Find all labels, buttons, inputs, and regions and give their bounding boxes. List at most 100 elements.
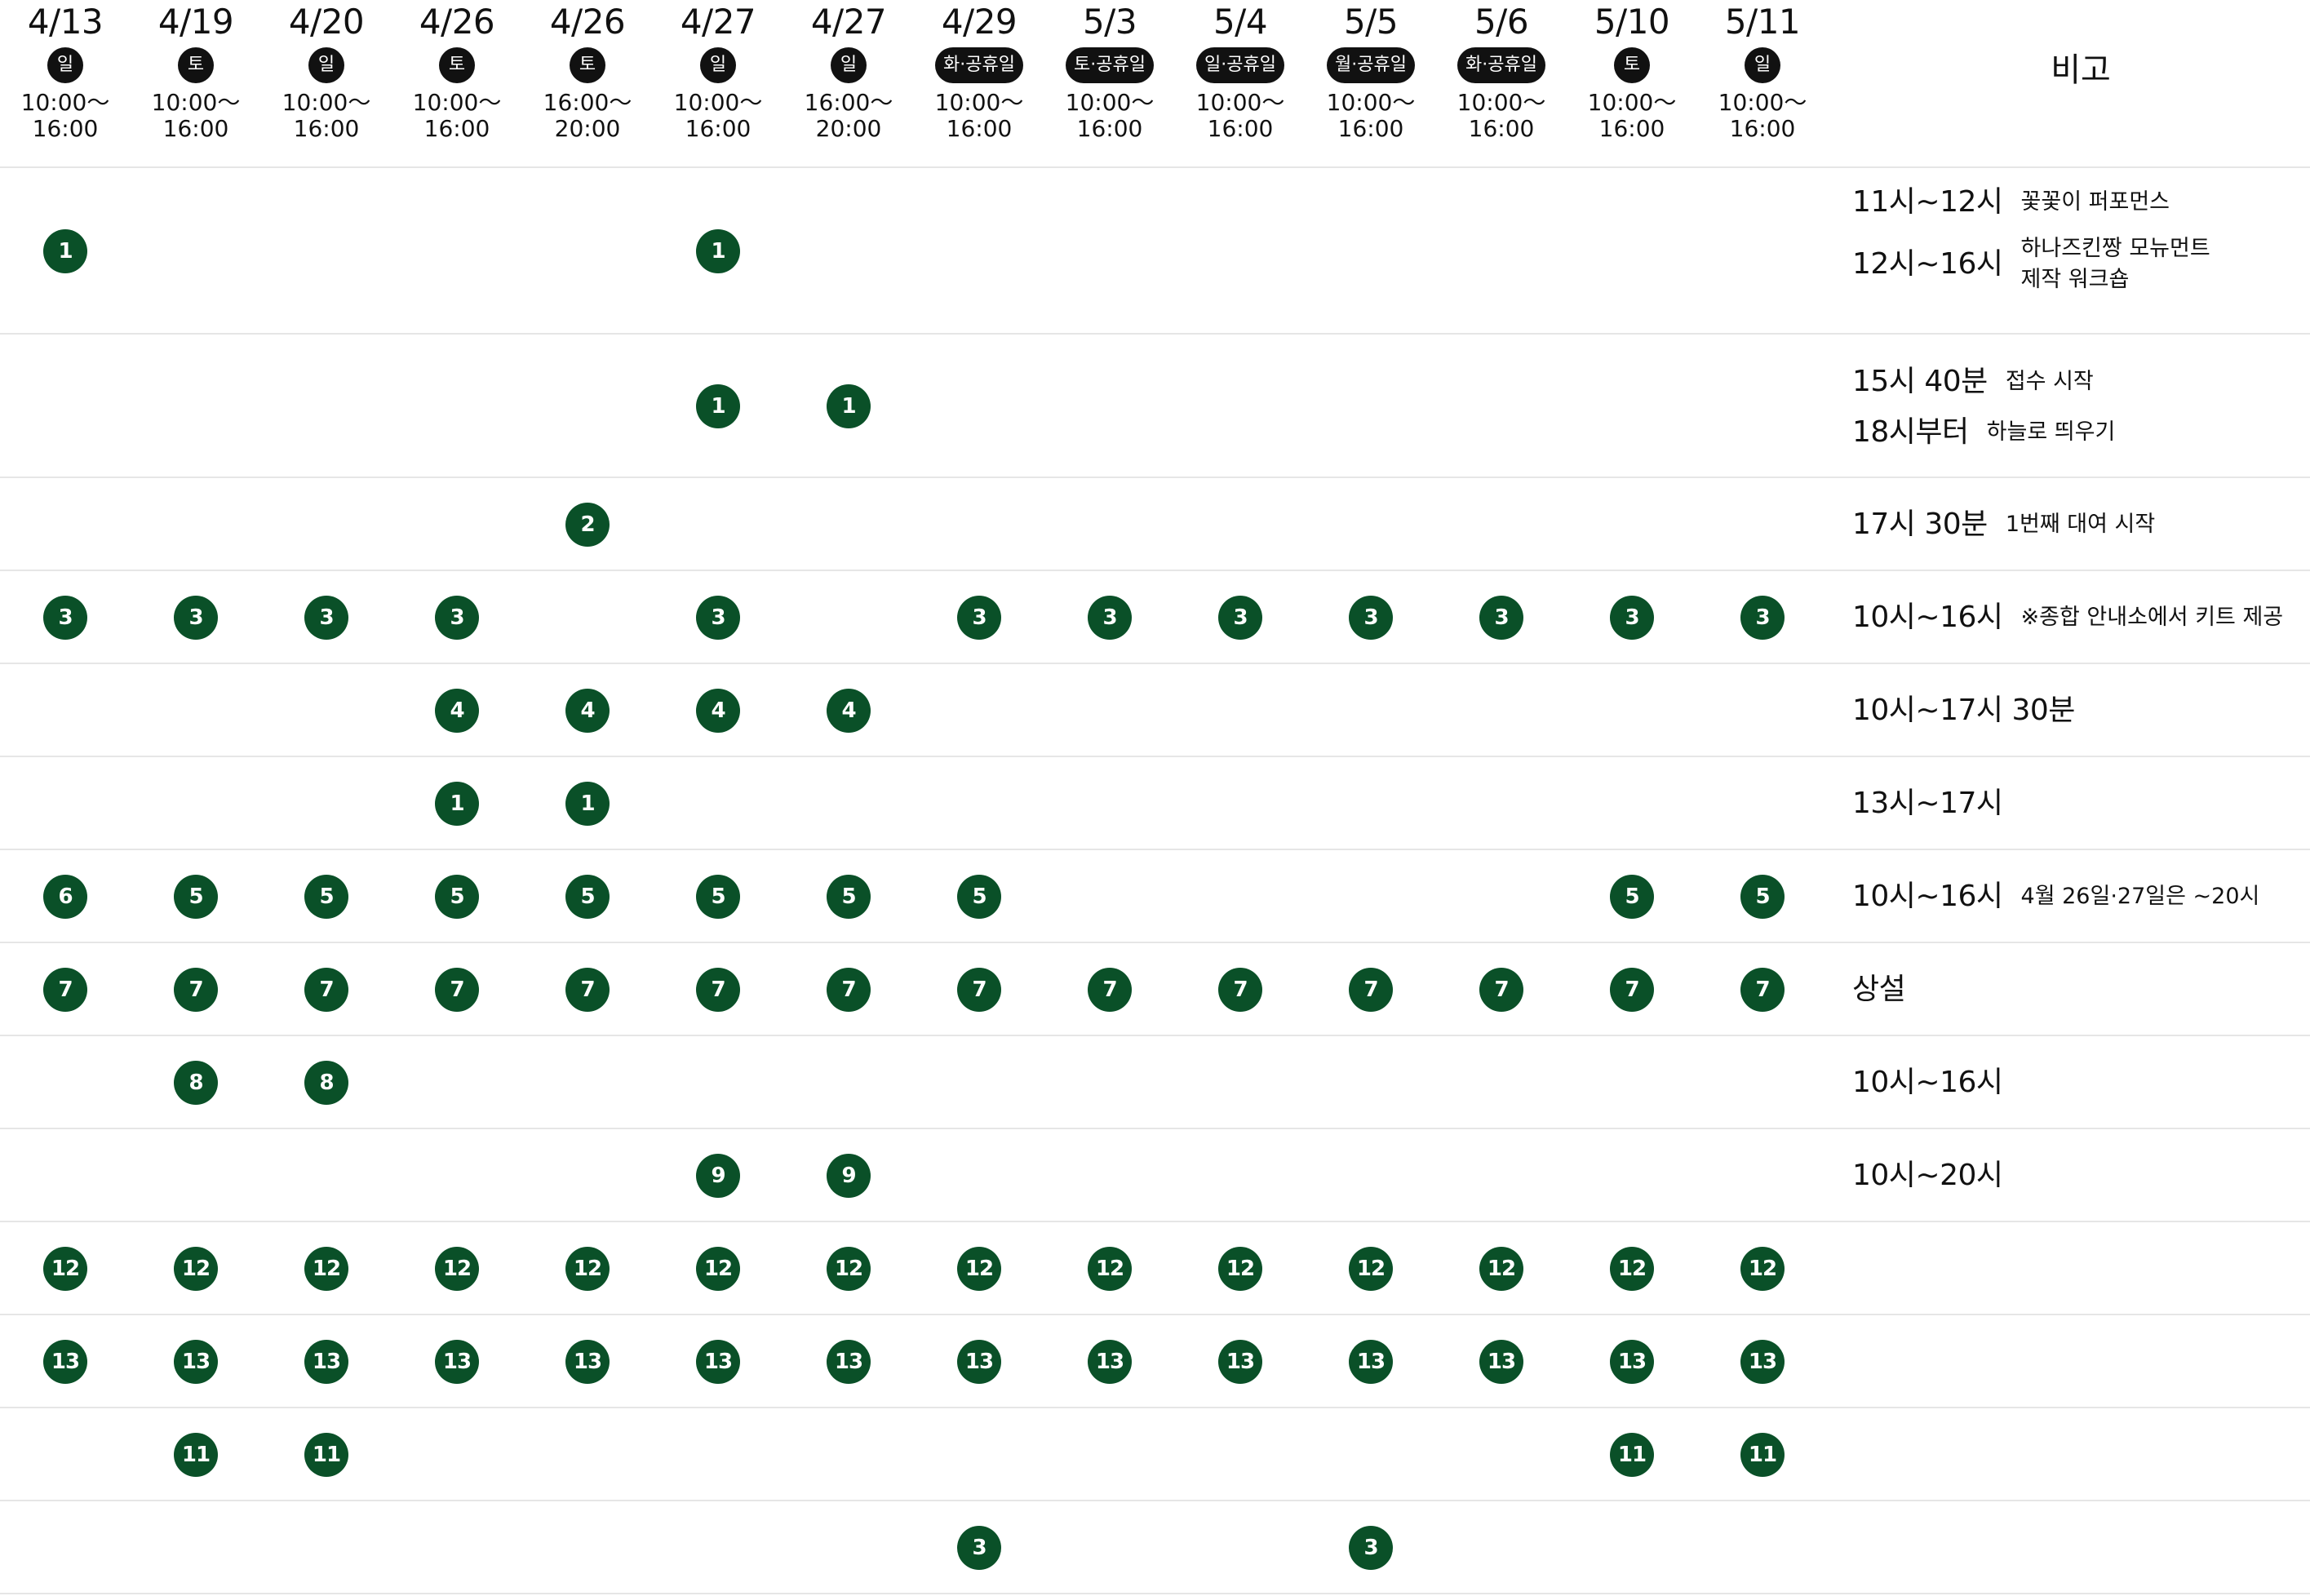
time-range: 10:00〜 16:00 — [935, 90, 1024, 142]
time-start: 10:00〜 — [151, 89, 241, 116]
day-of-week-badge: 토 — [178, 47, 214, 83]
time-start: 10:00〜 — [20, 89, 110, 116]
program-number-marker: 7 — [1610, 968, 1654, 1012]
note-description: 접수 시작 — [2006, 366, 2094, 397]
program-number-marker: 3 — [1088, 596, 1132, 640]
date-column: 4/26 토 10:00〜 16:00 — [396, 0, 518, 142]
day-of-week-badge: 일 — [831, 47, 867, 83]
time-range: 10:00〜 16:00 — [152, 90, 241, 142]
date-column: 5/3 토·공휴일 10:00〜 16:00 — [1049, 0, 1171, 142]
schedule-row: 13 13 13 13 13 13 13 13 13 13 13 13 13 13 — [0, 1315, 2310, 1408]
program-number-marker: 11 — [174, 1433, 218, 1477]
note-line: 17시 30분 1번째 대여 시작 — [1852, 507, 2155, 543]
date-column: 5/5 월·공휴일 10:00〜 16:00 — [1310, 0, 1432, 142]
note-line: 10시~16시 4월 26일·27일은 ~20시 — [1852, 879, 2259, 915]
program-number-marker: 7 — [565, 968, 610, 1012]
date-label: 4/29 — [941, 2, 1018, 42]
time-range: 10:00〜 16:00 — [1588, 90, 1677, 142]
date-column: 5/4 일·공휴일 10:00〜 16:00 — [1179, 0, 1301, 142]
program-number-marker: 13 — [304, 1340, 348, 1384]
note-time: 10시~20시 — [1852, 1159, 2003, 1192]
time-range: 10:00〜 16:00 — [1718, 90, 1807, 142]
date-label: 4/26 — [419, 2, 495, 42]
program-number-marker: 12 — [174, 1247, 218, 1291]
note-description-line: 꽃꽃이 퍼포먼스 — [2020, 189, 2170, 215]
program-number-marker: 5 — [957, 875, 1001, 919]
program-number-marker: 3 — [957, 596, 1001, 640]
time-end: 16:00 — [685, 115, 752, 142]
note-description-line: 제작 워크숍 — [2020, 267, 2130, 292]
program-number-marker: 7 — [304, 968, 348, 1012]
day-of-week-badge: 일 — [308, 47, 344, 83]
program-number-marker: 1 — [565, 782, 610, 826]
program-number-marker: 13 — [1479, 1340, 1523, 1384]
program-number-marker: 3 — [1479, 596, 1523, 640]
time-end: 16:00 — [32, 115, 99, 142]
program-number-marker: 13 — [1740, 1340, 1785, 1384]
note-time: 13시~17시 — [1852, 787, 2003, 820]
program-number-marker: 12 — [827, 1247, 871, 1291]
note-description-line: 하나즈킨짱 모뉴먼트 — [2020, 236, 2210, 261]
program-number-marker: 4 — [565, 689, 610, 733]
program-number-marker: 3 — [174, 596, 218, 640]
program-number-marker: 6 — [43, 875, 87, 919]
date-label: 4/26 — [549, 2, 626, 42]
schedule-header: 비고 4/13 일 10:00〜 16:00 4/19 토 10:00〜 16:00 4/20 일… — [0, 0, 2310, 168]
date-label: 4/19 — [157, 2, 234, 42]
note-line: 18시부터 하늘로 띄우기 — [1852, 415, 2115, 450]
note-description: 하늘로 띄우기 — [1987, 417, 2116, 448]
schedule-row: 8 8 10시~16시 — [0, 1036, 2310, 1129]
note-time: 10시~16시 — [1852, 601, 2003, 634]
program-number-marker: 13 — [827, 1340, 871, 1384]
program-number-marker: 12 — [696, 1247, 740, 1291]
program-number-marker: 8 — [304, 1061, 348, 1105]
program-number-marker: 7 — [696, 968, 740, 1012]
note-line: 15시 40분 접수 시작 — [1852, 364, 2094, 400]
program-number-marker: 9 — [696, 1154, 740, 1198]
program-number-marker: 3 — [1349, 1526, 1393, 1570]
date-column: 4/29 화·공휴일 10:00〜 16:00 — [918, 0, 1040, 142]
program-number-marker: 13 — [43, 1340, 87, 1384]
program-number-marker: 1 — [696, 384, 740, 428]
day-of-week-badge: 토 — [570, 47, 605, 83]
note-line: 10시~16시 ※종합 안내소에서 키트 제공 — [1852, 600, 2283, 636]
program-number-marker: 13 — [696, 1340, 740, 1384]
program-number-marker: 7 — [1479, 968, 1523, 1012]
program-number-marker: 13 — [565, 1340, 610, 1384]
time-end: 16:00 — [162, 115, 229, 142]
program-number-marker: 12 — [1088, 1247, 1132, 1291]
program-number-marker: 5 — [1610, 875, 1654, 919]
note-time: 상설 — [1852, 973, 1906, 1006]
program-number-marker: 12 — [1740, 1247, 1785, 1291]
time-start: 10:00〜 — [282, 89, 371, 116]
day-of-week-badge: 토·공휴일 — [1066, 47, 1154, 83]
program-number-marker: 5 — [827, 875, 871, 919]
date-label: 4/27 — [810, 2, 887, 42]
note-description: 1번째 대여 시작 — [2006, 509, 2155, 540]
schedule-row: 2 17시 30분 1번째 대여 시작 — [0, 478, 2310, 571]
date-column: 4/20 일 10:00〜 16:00 — [265, 0, 388, 142]
program-number-marker: 11 — [1610, 1433, 1654, 1477]
program-number-marker: 1 — [827, 384, 871, 428]
time-range: 10:00〜 16:00 — [1196, 90, 1285, 142]
date-label: 5/3 — [1082, 2, 1137, 42]
schedule-row: 1 1 15시 40분 접수 시작 18시부터 하늘로 띄우기 — [0, 335, 2310, 478]
schedule-row: 12 12 12 12 12 12 12 12 12 12 12 12 12 12 — [0, 1222, 2310, 1315]
note-time: 12시~16시 — [1852, 247, 2003, 281]
program-number-marker: 4 — [696, 689, 740, 733]
date-label: 5/5 — [1343, 2, 1399, 42]
program-number-marker: 7 — [1218, 968, 1262, 1012]
time-range: 10:00〜 16:00 — [674, 90, 763, 142]
program-number-marker: 5 — [565, 875, 610, 919]
program-number-marker: 3 — [304, 596, 348, 640]
date-label: 4/20 — [288, 2, 365, 42]
schedule-row: 1 1 13시~17시 — [0, 757, 2310, 850]
program-number-marker: 5 — [1740, 875, 1785, 919]
date-column: 5/6 화·공휴일 10:00〜 16:00 — [1440, 0, 1563, 142]
time-start: 10:00〜 — [1326, 89, 1416, 116]
note-description-line: ※종합 안내소에서 키트 제공 — [2020, 605, 2284, 630]
note-description-line: 1번째 대여 시작 — [2005, 512, 2156, 537]
day-of-week-badge: 일·공휴일 — [1196, 47, 1284, 83]
